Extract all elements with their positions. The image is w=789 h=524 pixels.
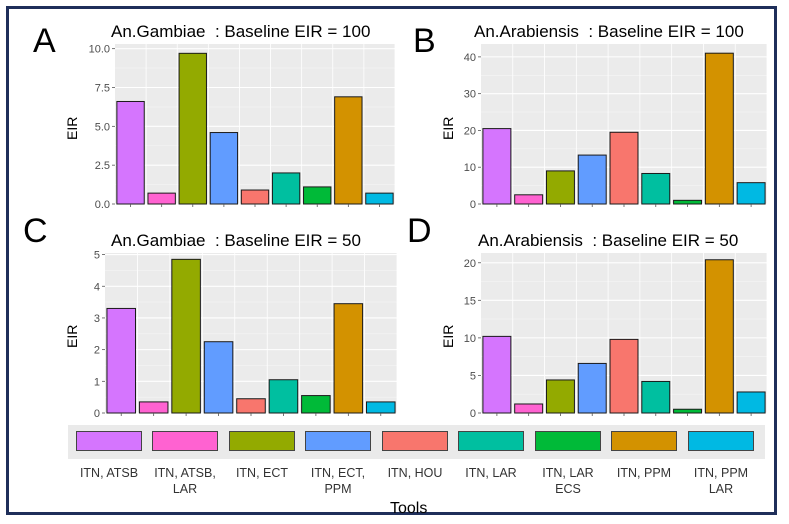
- bar: [609, 338, 639, 414]
- bar: [736, 391, 766, 414]
- y-tick-label: 5.0: [95, 121, 110, 133]
- bar: [545, 170, 575, 205]
- y-tick-label: 0.0: [95, 199, 110, 211]
- y-tick-label: 7.5: [95, 82, 110, 94]
- legend-label: ITN, ATSB, LAR: [154, 466, 216, 496]
- y-tick-label: 15: [464, 295, 476, 307]
- panel-letter-d: D: [407, 212, 432, 250]
- panel-title-c: An.Gambiae : Baseline EIR = 50: [111, 231, 361, 250]
- y-tick-label: 4: [94, 281, 100, 293]
- legend-swatch: [305, 431, 371, 451]
- y-tick-label: 0: [470, 199, 476, 211]
- legend-swatch: [229, 431, 295, 451]
- y-tick-label: 20: [464, 258, 476, 270]
- panel-title-a: An.Gambiae : Baseline EIR = 100: [111, 22, 371, 41]
- panel-letter-b: B: [413, 22, 436, 60]
- legend-swatch: [76, 431, 142, 451]
- y-tick-label: 5: [94, 250, 100, 262]
- panel-title-b: An.Arabiensis : Baseline EIR = 100: [474, 22, 744, 41]
- legend-label: ITN, LAR: [465, 466, 517, 480]
- bar: [209, 132, 239, 205]
- y-tick-label: 10.0: [89, 44, 110, 56]
- y-tick-label: 5: [470, 370, 476, 382]
- bar: [577, 362, 607, 414]
- y-tick-label: 1: [94, 376, 100, 388]
- panel-letter-c: C: [23, 212, 48, 250]
- legend: [68, 425, 765, 459]
- legend-swatch: [535, 431, 601, 451]
- bar: [482, 335, 512, 414]
- y-tick-label: 10: [464, 333, 476, 345]
- bar: [271, 172, 301, 205]
- legend-label: ITN, PPM LAR: [693, 466, 749, 496]
- y-tick-label: 2: [94, 345, 100, 357]
- bar: [704, 259, 734, 414]
- legend-swatch: [458, 431, 524, 451]
- legend-swatch: [688, 431, 754, 451]
- bar: [268, 379, 299, 414]
- bar: [334, 96, 363, 205]
- bar: [106, 307, 136, 414]
- bar: [641, 172, 671, 205]
- y-tick-label: 0: [94, 408, 100, 420]
- bar: [514, 403, 544, 414]
- bar: [704, 52, 734, 205]
- bar: [577, 154, 607, 205]
- bar: [641, 380, 671, 414]
- bar: [609, 131, 639, 205]
- legend-swatch: [382, 431, 448, 451]
- legend-label: ITN, HOU: [387, 466, 443, 480]
- y-tick-label: 0: [470, 408, 476, 420]
- y-tick-label: 30: [464, 89, 476, 101]
- figure-frame: [6, 6, 777, 515]
- legend-label: ITN, ECT, PPM: [310, 466, 366, 496]
- legend-label: ITN, ATSB: [79, 466, 139, 480]
- legend-label: ITN, ECT: [235, 466, 289, 480]
- legend-swatch: [152, 431, 218, 451]
- bar: [482, 128, 512, 205]
- y-tick-label: 40: [464, 52, 476, 64]
- bar: [203, 341, 234, 414]
- bar: [333, 303, 364, 414]
- legend-swatch: [611, 431, 677, 451]
- legend-label: ITN, LAR ECS: [542, 466, 594, 496]
- bar: [178, 52, 207, 205]
- y-tick-label: 20: [464, 125, 476, 137]
- panel-letter-a: A: [33, 22, 56, 60]
- bar: [673, 408, 703, 414]
- y-tick-label: 3: [94, 313, 100, 325]
- y-tick-label: 2.5: [95, 160, 110, 172]
- bar: [545, 379, 575, 414]
- legend-label: ITN, PPM: [616, 466, 672, 480]
- panel-title-d: An.Arabiensis : Baseline EIR = 50: [478, 231, 739, 250]
- y-tick-label: 10: [464, 162, 476, 174]
- legend-title: Tools: [390, 500, 428, 517]
